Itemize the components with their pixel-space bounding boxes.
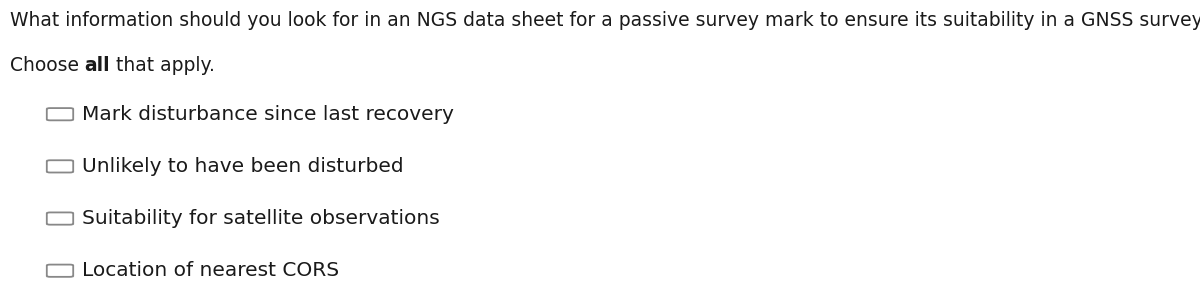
Text: that apply.: that apply. [110, 56, 215, 75]
Text: Unlikely to have been disturbed: Unlikely to have been disturbed [82, 157, 403, 176]
Text: What information should you look for in an NGS data sheet for a passive survey m: What information should you look for in … [10, 11, 1200, 30]
Text: Suitability for satellite observations: Suitability for satellite observations [82, 209, 439, 228]
Text: all: all [84, 56, 110, 75]
Text: Location of nearest CORS: Location of nearest CORS [82, 261, 338, 280]
Text: Choose: Choose [10, 56, 84, 75]
Text: Mark disturbance since last recovery: Mark disturbance since last recovery [82, 105, 454, 124]
